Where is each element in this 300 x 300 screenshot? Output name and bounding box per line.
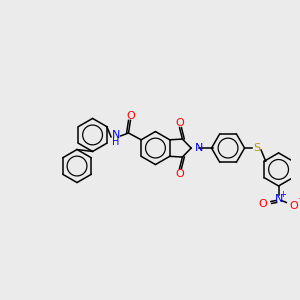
Text: S: S: [254, 143, 261, 153]
Text: O: O: [175, 118, 184, 128]
Text: O: O: [290, 201, 298, 212]
Text: ⁻: ⁻: [297, 196, 300, 206]
Text: N: N: [274, 194, 283, 204]
Text: N: N: [195, 143, 203, 153]
Text: O: O: [126, 110, 135, 121]
Text: +: +: [279, 190, 286, 199]
Text: H: H: [112, 137, 120, 147]
Text: N: N: [112, 130, 120, 140]
Text: O: O: [175, 169, 184, 178]
Text: O: O: [259, 200, 267, 209]
